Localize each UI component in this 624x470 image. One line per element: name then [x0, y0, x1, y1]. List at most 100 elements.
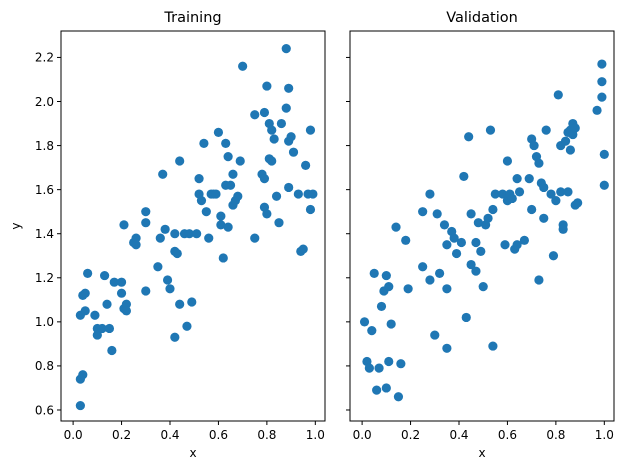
training-point — [78, 370, 88, 380]
validation-point — [364, 363, 374, 373]
validation-point — [558, 224, 568, 234]
training-y-tick-label: 1.4 — [35, 227, 54, 241]
training-point — [267, 125, 277, 135]
validation-point — [471, 266, 481, 276]
training-point — [276, 118, 286, 129]
training-y-tick-label: 1.8 — [35, 139, 54, 153]
training-point — [141, 207, 151, 217]
training-point — [170, 229, 180, 239]
validation-point — [435, 268, 445, 278]
training-point — [213, 127, 224, 137]
validation-point — [599, 149, 609, 159]
training-point — [267, 156, 277, 166]
training-point — [262, 209, 272, 219]
training-point — [281, 44, 291, 54]
training-point — [170, 332, 180, 342]
validation-point — [471, 237, 481, 248]
validation-point — [565, 145, 576, 155]
validation-point — [539, 182, 549, 193]
training-point — [175, 299, 185, 309]
training-point — [250, 110, 260, 120]
training-point — [284, 182, 294, 193]
validation-point — [560, 136, 571, 146]
training-point — [153, 262, 163, 272]
training-point — [187, 297, 197, 307]
validation-x-axis-label: x — [478, 446, 485, 460]
training-point — [102, 299, 112, 309]
validation-point — [546, 189, 556, 199]
validation-point — [418, 207, 428, 217]
training-title: Training — [163, 10, 221, 26]
validation-point — [418, 262, 428, 272]
validation-point — [381, 383, 391, 393]
training-point — [175, 156, 185, 166]
training-y-axis-label: y — [9, 222, 23, 229]
validation-point — [519, 235, 529, 245]
training-point — [305, 204, 316, 215]
validation-title: Validation — [446, 10, 518, 26]
training-point — [141, 218, 151, 228]
validation-point — [553, 90, 563, 100]
validation-point — [599, 180, 609, 190]
validation-point — [507, 193, 517, 204]
validation-point — [442, 240, 452, 250]
training-point — [228, 169, 238, 179]
training-point — [92, 330, 102, 340]
validation-x-tick-label: 1.0 — [595, 428, 614, 442]
training-point — [288, 147, 299, 157]
validation-point — [473, 218, 483, 228]
validation-point — [384, 356, 394, 367]
validation-point — [592, 105, 602, 115]
validation-point — [573, 198, 583, 208]
validation-point — [367, 326, 377, 336]
training-point — [298, 244, 308, 254]
training-point — [259, 107, 270, 118]
training-point — [216, 220, 226, 230]
training-point — [97, 323, 107, 334]
training-point — [104, 323, 115, 334]
training-panel: 0.0 0.2 0.4 0.6 0.8 1.0 0.6 0.8 1.0 1.2 1.4 1.6 1.8 2… — [9, 10, 326, 460]
validation-point — [456, 237, 467, 248]
training-point — [204, 233, 214, 243]
training-point — [90, 310, 100, 320]
validation-point — [529, 140, 539, 151]
training-x-tick-label: 0.2 — [112, 428, 131, 442]
training-point — [262, 81, 272, 91]
validation-point — [425, 275, 435, 285]
validation-point — [485, 125, 496, 135]
training-point — [80, 306, 90, 316]
validation-point — [464, 132, 474, 142]
validation-point — [432, 209, 442, 219]
validation-point — [451, 248, 462, 259]
training-point — [221, 138, 231, 148]
validation-point — [534, 275, 544, 285]
validation-point — [393, 392, 404, 402]
validation-point — [476, 246, 486, 256]
validation-point — [372, 385, 382, 395]
training-point — [211, 189, 221, 199]
training-point — [216, 211, 226, 221]
training-point — [194, 174, 204, 184]
training-point — [75, 400, 85, 411]
validation-x-tick-label: 0.6 — [498, 428, 517, 442]
training-point — [121, 299, 131, 309]
training-point — [271, 191, 282, 201]
training-y-tick-label: 0.6 — [35, 403, 54, 417]
validation-point — [502, 156, 513, 166]
validation-point — [597, 59, 607, 69]
validation-point — [497, 189, 508, 199]
training-point — [196, 196, 207, 206]
training-x-tick-label: 0.6 — [209, 428, 228, 442]
validation-point — [430, 330, 440, 340]
validation-point — [359, 317, 370, 327]
validation-point — [514, 187, 525, 197]
training-point — [301, 160, 311, 171]
training-y-tick-label: 1.2 — [35, 271, 54, 285]
validation-point — [534, 158, 544, 168]
training-point — [286, 132, 296, 142]
validation-point — [551, 196, 561, 206]
training-point — [165, 284, 175, 294]
training-point — [155, 233, 165, 243]
training-point — [119, 220, 129, 230]
validation-point — [512, 174, 522, 184]
